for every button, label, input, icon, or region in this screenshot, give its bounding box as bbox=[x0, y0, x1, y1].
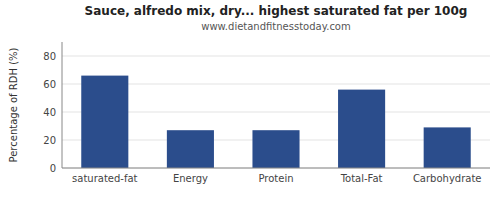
title: Sauce, alfredo mix, dry... highest satur… bbox=[85, 4, 468, 18]
x-tick-label: saturated-fat bbox=[72, 173, 138, 184]
bar bbox=[167, 130, 214, 168]
y-tick-label: 80 bbox=[43, 51, 56, 62]
y-tick-label: 20 bbox=[43, 135, 56, 146]
y-axis-line bbox=[62, 42, 63, 168]
subtitle: www.dietandfitnesstoday.com bbox=[201, 21, 350, 32]
y-tick-label: 0 bbox=[50, 163, 56, 174]
x-tick-label: Energy bbox=[173, 173, 208, 184]
x-tick-label: Carbohydrate bbox=[413, 173, 482, 184]
bars bbox=[81, 76, 470, 168]
bar bbox=[424, 127, 471, 168]
bar bbox=[252, 130, 299, 168]
y-tick-label: 40 bbox=[43, 107, 56, 118]
grid bbox=[62, 56, 490, 168]
x-tick-label: Protein bbox=[258, 173, 293, 184]
bar bbox=[338, 90, 385, 168]
y-tick-label: 60 bbox=[43, 79, 56, 90]
chart-svg: Sauce, alfredo mix, dry... highest satur… bbox=[0, 0, 500, 200]
grid-line bbox=[62, 56, 490, 57]
grid-line bbox=[62, 168, 490, 169]
x-tick-label: Total-Fat bbox=[340, 173, 383, 184]
bar bbox=[81, 76, 128, 168]
x-axis-line bbox=[62, 168, 490, 169]
y-axis-label: Percentage of RDH (%) bbox=[8, 47, 19, 162]
chart-container: Sauce, alfredo mix, dry... highest satur… bbox=[0, 0, 500, 200]
